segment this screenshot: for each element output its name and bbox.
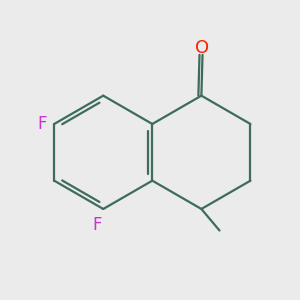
Text: O: O — [196, 39, 210, 57]
Text: F: F — [93, 216, 102, 234]
Text: F: F — [37, 115, 46, 133]
